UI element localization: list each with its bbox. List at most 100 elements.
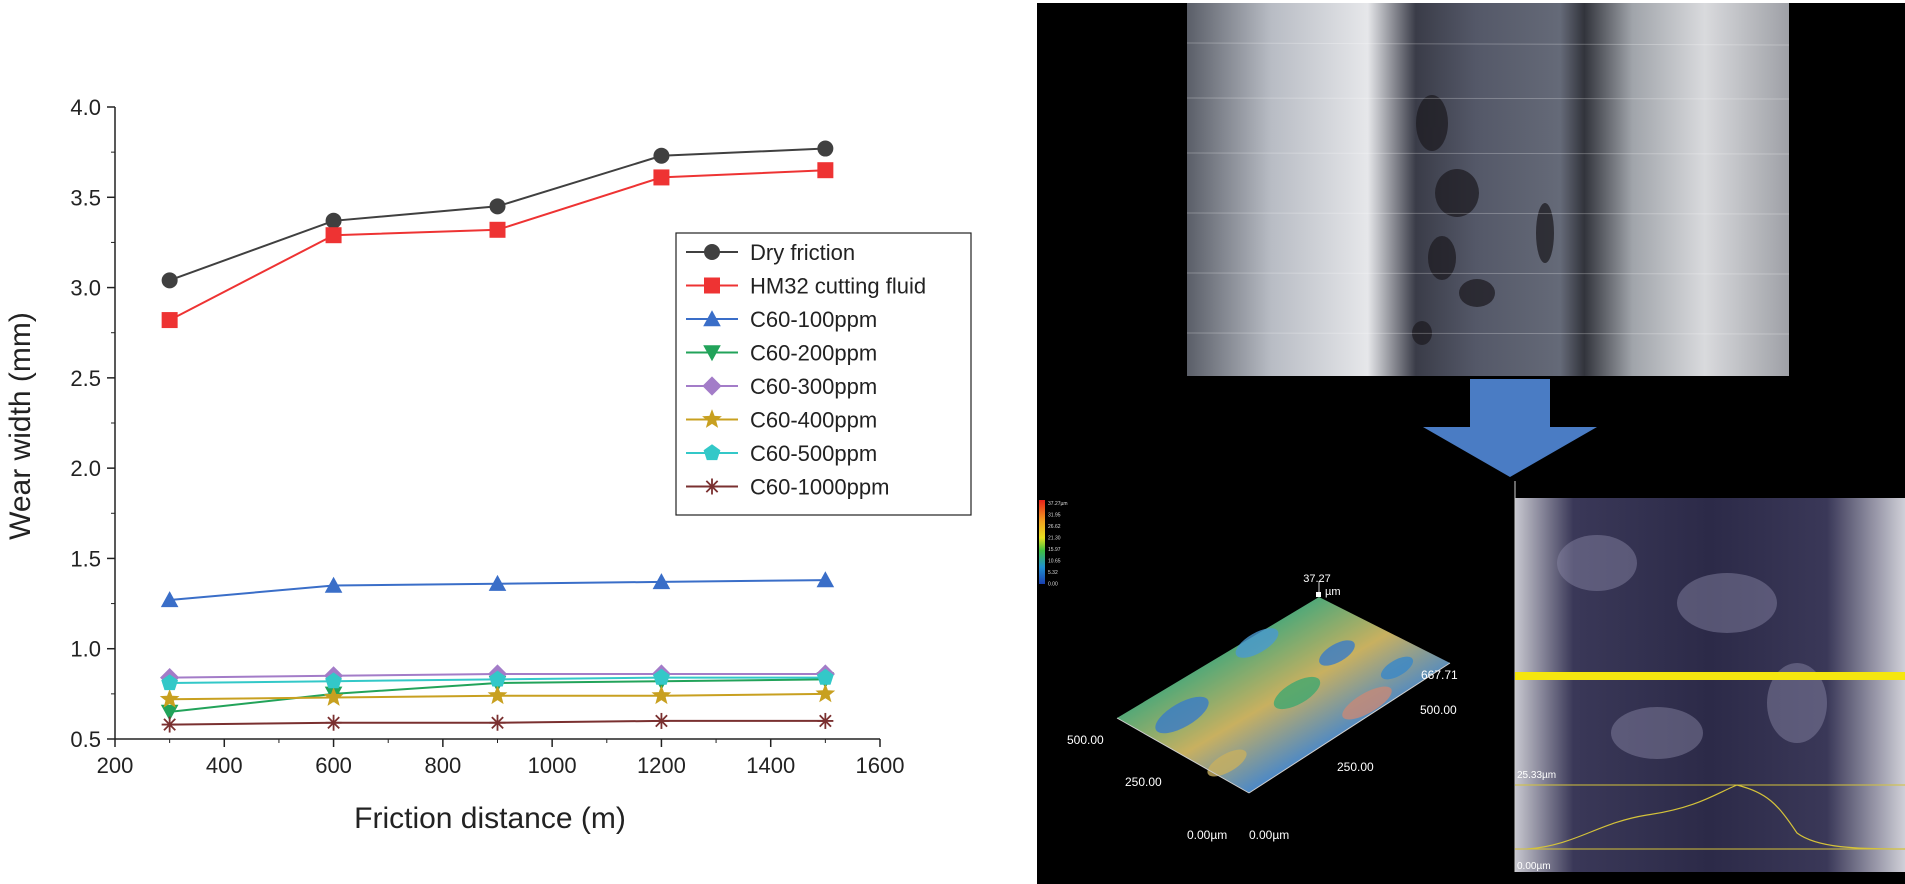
surface-y-mid-label: 250.00 <box>1125 775 1162 789</box>
data-point <box>161 716 178 733</box>
colorbar-tick-label: 31.95 <box>1048 513 1061 519</box>
colorbar-tick-label: 15.97 <box>1048 547 1061 553</box>
series-group <box>159 140 836 733</box>
asterisk-stroke <box>655 714 668 728</box>
x-tick-label: 1400 <box>746 753 795 778</box>
data-point <box>651 685 672 705</box>
y-tick-label: 0.5 <box>70 727 101 752</box>
data-point <box>815 683 836 703</box>
surface-origin-z-label: 0.00µm <box>1187 828 1227 842</box>
asterisk-stroke <box>705 480 719 493</box>
asterisk-stroke <box>491 716 504 730</box>
data-point <box>489 670 506 687</box>
legend-label: C60-500ppm <box>750 441 877 466</box>
surface-z-unit-label: µm <box>1325 586 1341 598</box>
series-c60-500ppm <box>161 668 834 691</box>
profile-image-texture <box>1557 535 1827 759</box>
data-point <box>704 277 720 294</box>
down-arrow <box>1423 379 1597 477</box>
legend-item: C60-200ppm <box>686 341 877 366</box>
legend-label: C60-1000ppm <box>750 475 889 500</box>
data-point <box>704 244 720 260</box>
legend-label: C60-100ppm <box>750 307 877 332</box>
colorbar-labels: 37.27µm 31.95 26.62 21.30 15.97 10.65 5.32 0.00 <box>1048 501 1068 588</box>
colorbar-tick-label: 37.27µm <box>1048 501 1068 507</box>
data-point <box>703 444 721 461</box>
legend-label: Dry friction <box>750 240 855 265</box>
colorbar-tick-label: 21.30 <box>1048 536 1061 542</box>
legend-label: C60-200ppm <box>750 341 877 366</box>
legend-item: C60-1000ppm <box>686 475 889 500</box>
data-point <box>817 162 834 179</box>
x-tick-label: 800 <box>424 753 461 778</box>
height-colorbar <box>1039 500 1045 584</box>
profile-top-label: 25.33µm <box>1517 770 1556 781</box>
data-point <box>703 310 721 327</box>
profile-scan-line <box>1515 672 1905 680</box>
data-point <box>161 272 178 289</box>
data-point <box>489 198 506 215</box>
surface-x-quarter-label: 250.00 <box>1337 760 1374 774</box>
data-point <box>325 714 342 731</box>
legend-item: C60-500ppm <box>686 441 877 466</box>
colorbar-tick-label: 26.62 <box>1048 524 1061 530</box>
data-point <box>160 591 179 608</box>
profile-bounds <box>1515 784 1905 850</box>
colorbar-tick-label: 0.00 <box>1048 582 1058 588</box>
colorbar-tick-label: 10.65 <box>1048 559 1061 565</box>
legend-item: HM32 cutting fluid <box>686 274 926 299</box>
series-c60-1000ppm <box>161 712 834 733</box>
data-point <box>653 147 670 164</box>
data-point <box>325 212 342 229</box>
series-hm32-cutting-fluid <box>161 162 834 329</box>
y-tick-label: 2.0 <box>70 456 101 481</box>
x-tick-label: 1000 <box>528 753 577 778</box>
data-point <box>816 571 835 588</box>
legend-item: C60-400ppm <box>686 408 877 433</box>
data-point <box>161 674 178 691</box>
y-tick-label: 1.0 <box>70 637 101 662</box>
data-point <box>702 409 722 428</box>
profile-bottom-label: 0.00µm <box>1517 861 1551 872</box>
y-tick-label: 3.0 <box>70 276 101 301</box>
scratch-lines <box>1186 42 1790 335</box>
series-c60-100ppm <box>160 571 835 608</box>
asterisk-stroke <box>327 716 340 730</box>
y-tick-label: 4.0 <box>70 95 101 120</box>
microscopy-figure: 37.27µm 31.95 26.62 21.30 15.97 10.65 5.32 0.00… <box>1039 3 1905 872</box>
wear-track-image <box>1187 3 1789 376</box>
legend-item: C60-100ppm <box>686 307 877 332</box>
wear-track-debris <box>1412 95 1554 345</box>
data-point <box>323 687 344 706</box>
asterisk-stroke <box>819 714 832 728</box>
x-axis-label: Friction distance (m) <box>354 802 626 835</box>
data-point <box>653 712 670 729</box>
data-point <box>325 672 342 689</box>
data-point <box>702 376 722 396</box>
surface-3d-texture <box>1155 628 1414 777</box>
x-tick-label: 200 <box>97 753 134 778</box>
legend-item: C60-300ppm <box>686 374 877 399</box>
data-point <box>488 574 507 591</box>
axes-group: 200 400 600 800 1000 1200 1400 1600 0.5 1.0 1.5 2.0… <box>70 95 904 778</box>
microscopy-panel: 37.27µm 31.95 26.62 21.30 15.97 10.65 5.32 0.00… <box>1037 3 1905 884</box>
y-tick-label: 3.5 <box>70 185 101 210</box>
data-point <box>817 668 834 685</box>
colorbar-tick-label: 5.32 <box>1048 570 1058 576</box>
line-chart: 200 400 600 800 1000 1200 1400 1600 0.5 1.0 1.5 2.0… <box>4 95 972 835</box>
surface-origin-x-label: 0.00µm <box>1249 828 1289 842</box>
data-point <box>653 169 670 186</box>
legend-label: C60-300ppm <box>750 374 877 399</box>
profile-curve <box>1526 784 1905 850</box>
y-tick-label: 1.5 <box>70 546 101 571</box>
data-point <box>703 345 721 362</box>
x-tick-label: 600 <box>315 753 352 778</box>
data-point <box>489 221 506 238</box>
data-point <box>160 704 179 721</box>
data-point <box>652 573 671 590</box>
surface-y-end-label: 500.00 <box>1067 733 1104 747</box>
data-point <box>324 576 343 593</box>
legend-label: C60-400ppm <box>750 408 877 433</box>
data-point <box>161 312 178 329</box>
x-tick-label: 400 <box>206 753 243 778</box>
